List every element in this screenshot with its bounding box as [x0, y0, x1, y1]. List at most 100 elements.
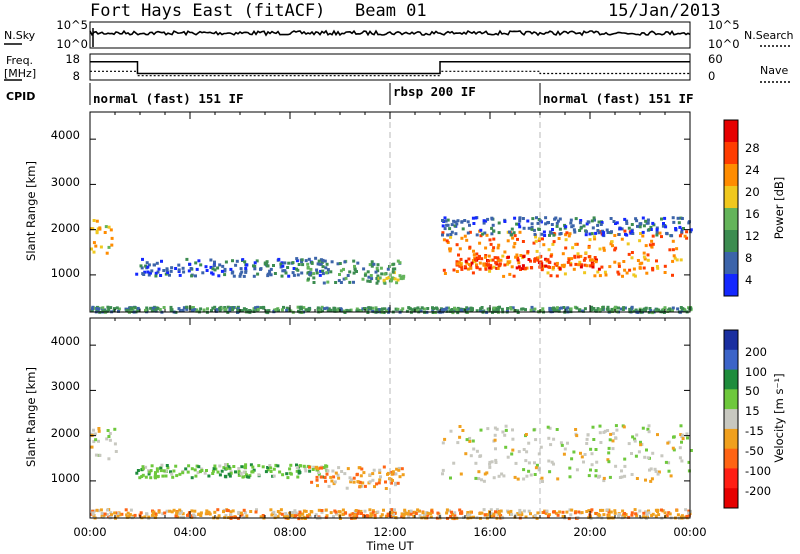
data-cell — [555, 221, 559, 225]
data-cell — [647, 228, 651, 232]
data-cell — [658, 231, 662, 235]
data-cell — [535, 216, 538, 220]
data-cell — [639, 232, 642, 235]
data-cell — [534, 438, 538, 442]
data-cell — [458, 425, 462, 428]
data-cell — [468, 513, 472, 517]
data-cell — [686, 436, 689, 440]
data-cell — [239, 511, 243, 515]
data-cell — [466, 231, 470, 235]
data-cell — [343, 260, 347, 264]
data-cell — [474, 216, 478, 220]
data-cell — [178, 512, 182, 515]
data-cell — [274, 513, 278, 517]
power-cb-tick: 24 — [745, 163, 760, 177]
data-cell — [375, 281, 379, 285]
data-cell — [370, 260, 374, 264]
data-cell — [546, 271, 550, 275]
data-cell — [599, 230, 603, 234]
data-cell — [565, 510, 569, 514]
data-cell — [450, 308, 454, 311]
data-cell — [441, 224, 445, 228]
data-cell — [668, 307, 672, 311]
data-cell — [544, 264, 548, 268]
data-cell — [627, 226, 631, 230]
data-cell — [480, 511, 484, 515]
data-cell — [490, 217, 494, 221]
data-cell — [620, 475, 624, 479]
data-cell — [544, 216, 548, 220]
data-cell — [586, 433, 590, 437]
data-cell — [556, 219, 560, 223]
data-cell — [502, 274, 506, 278]
data-cell — [513, 475, 517, 479]
data-cell — [108, 432, 112, 435]
data-cell — [671, 306, 675, 310]
data-cell — [316, 467, 320, 471]
data-cell — [178, 472, 182, 476]
data-cell — [673, 256, 677, 260]
data-cell — [487, 308, 491, 312]
cpid-mode-2: rbsp 200 IF — [393, 84, 476, 99]
data-cell — [166, 466, 170, 470]
data-cell — [418, 514, 422, 518]
data-cell — [201, 271, 205, 275]
data-cell — [654, 469, 658, 473]
data-cell — [642, 511, 646, 515]
data-cell — [490, 514, 494, 518]
data-cell — [546, 514, 550, 518]
data-cell — [617, 264, 621, 268]
data-cell — [475, 449, 479, 453]
data-cell — [288, 467, 292, 471]
data-cell — [632, 309, 636, 313]
data-cell — [367, 275, 371, 279]
data-cell — [609, 217, 613, 220]
data-cell — [395, 281, 399, 285]
data-cell — [101, 515, 105, 519]
data-cell — [443, 227, 447, 231]
data-cell — [641, 230, 645, 234]
data-cell — [585, 230, 588, 234]
data-cell — [297, 309, 300, 313]
data-cell — [599, 508, 602, 512]
data-cell — [315, 478, 319, 482]
data-cell — [479, 454, 483, 458]
data-cell — [283, 261, 287, 265]
data-cell — [222, 510, 225, 514]
data-cell — [474, 258, 477, 262]
data-cell — [326, 268, 330, 272]
data-cell — [596, 223, 600, 227]
data-cell — [257, 473, 261, 477]
data-cell — [588, 258, 592, 262]
data-cell — [224, 307, 228, 311]
data-cell — [292, 273, 296, 277]
data-cell — [644, 244, 648, 248]
data-cell — [193, 468, 197, 472]
data-cell — [524, 515, 528, 519]
data-cell — [590, 308, 594, 311]
data-cell — [349, 478, 353, 482]
x-tick-label: 16:00 — [473, 525, 506, 539]
data-cell — [109, 306, 113, 310]
data-cell — [311, 468, 315, 471]
data-cell — [99, 245, 103, 249]
data-cell — [244, 269, 248, 273]
data-cell — [367, 306, 371, 310]
data-cell — [412, 514, 416, 518]
data-cell — [334, 510, 338, 514]
data-cell — [373, 514, 377, 517]
data-cell — [300, 260, 304, 264]
data-cell — [291, 271, 295, 275]
data-cell — [242, 307, 246, 311]
data-cell — [272, 264, 275, 267]
data-cell — [240, 465, 244, 469]
cpid-mode-1: normal (fast) 151 IF — [93, 91, 244, 106]
data-cell — [395, 467, 399, 471]
velocity-cb-tick: 100 — [745, 365, 767, 379]
data-cell — [551, 267, 555, 271]
data-cell — [599, 441, 603, 444]
colorbar-segment — [724, 349, 738, 371]
data-cell — [465, 238, 469, 242]
data-cell — [446, 218, 450, 222]
data-cell — [370, 277, 374, 281]
